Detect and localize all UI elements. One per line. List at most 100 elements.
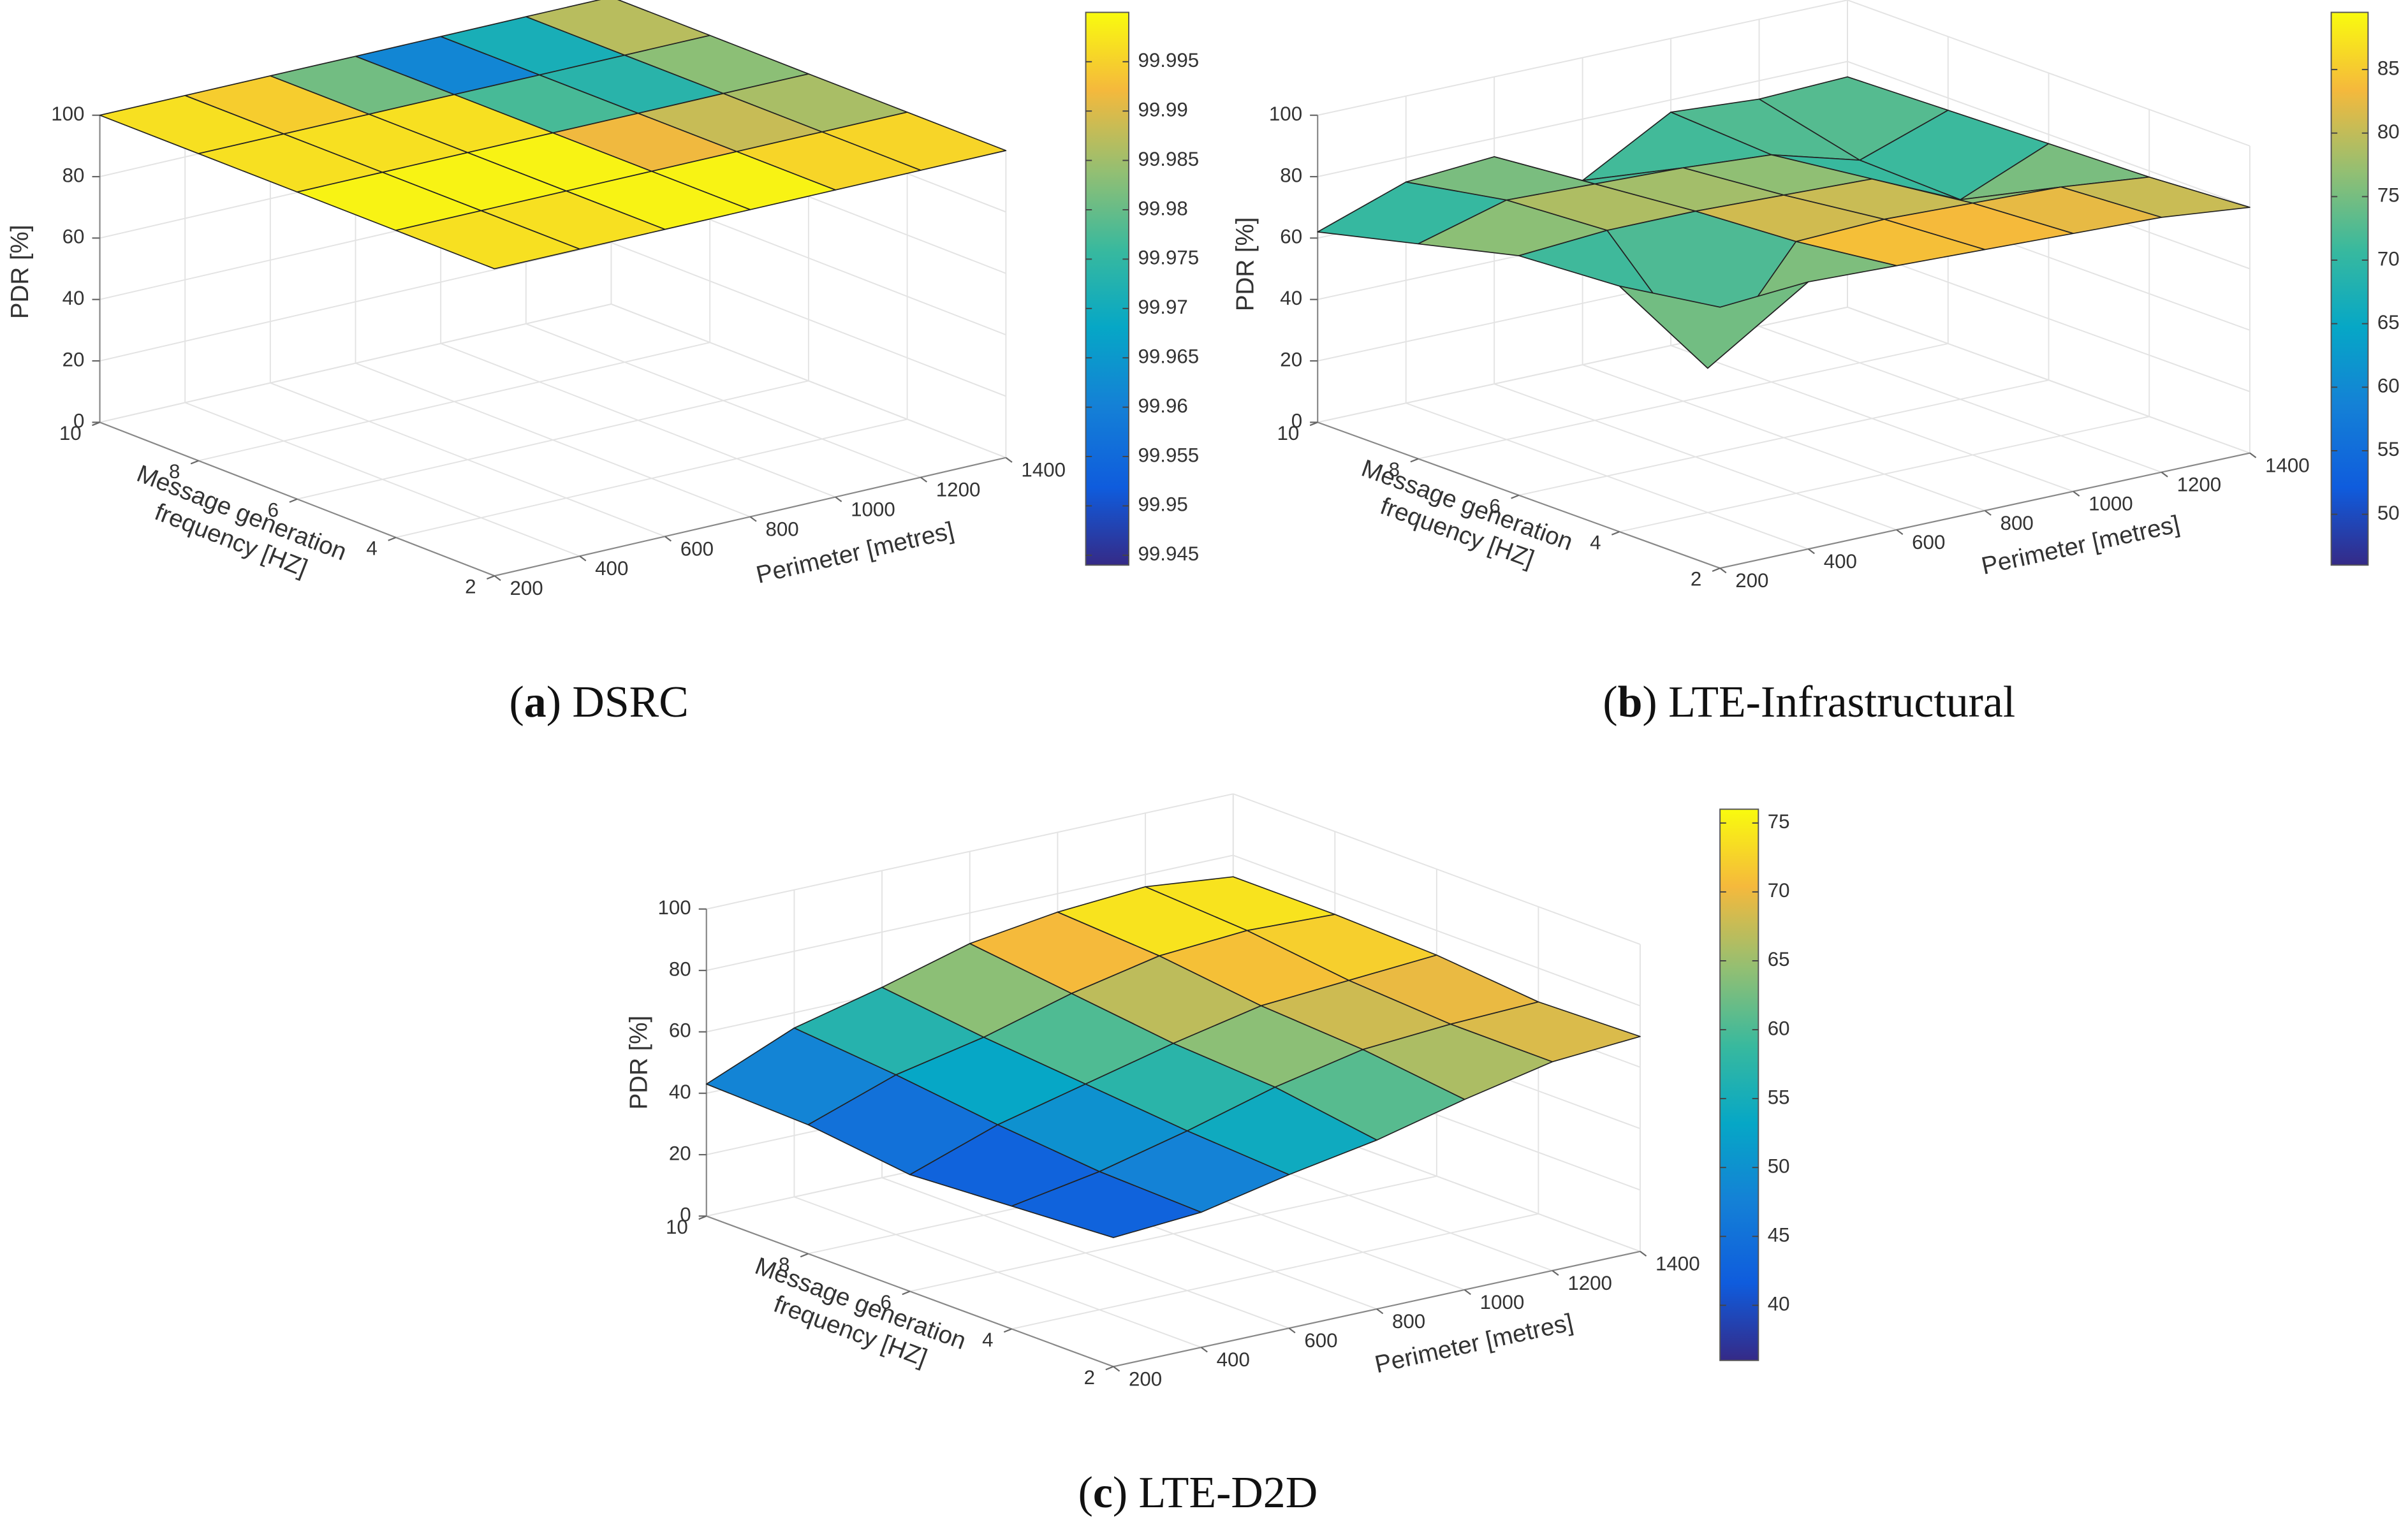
tick-mark [1005,457,1013,463]
z-tick-label: 80 [62,164,85,186]
x-tick-label: 800 [2001,512,2034,534]
colorbar-tick-label: 70 [1768,879,1790,902]
colorbar-tick-label: 99.995 [1138,49,1199,71]
y-tick-label: 8 [779,1253,789,1276]
z-axis-label: PDR [%] [625,1016,652,1110]
tick-mark [902,1290,911,1296]
tick-mark [1640,1250,1647,1257]
colorbar-tick-label: 55 [2377,438,2400,460]
grid-line [1317,306,1848,423]
grid-line [1418,343,1948,460]
grid-line [1317,0,1848,116]
grid-line [99,242,612,362]
y-tick-label: 4 [982,1329,993,1351]
colorbar-tick-label: 99.975 [1138,247,1199,269]
tick-mark [1003,1328,1012,1333]
grid-line [1847,306,2250,454]
z-tick-label: 0 [680,1204,691,1226]
colorbar-tick-label: 99.96 [1138,395,1187,417]
grid-line [706,793,1233,910]
tick-mark [920,476,927,483]
caption-part: ) LTE-Infrastructural [1642,678,2015,727]
tick-mark [2161,471,2168,478]
tick-mark [2249,452,2257,458]
surface-patch [1011,1171,1202,1238]
grid-line [611,303,1006,458]
z-tick-label: 60 [62,226,85,248]
y-axis-label: Message generationfrequency [HZ] [1348,455,1576,583]
grid-line [611,242,1006,397]
panel: 2004006008001000120014002468100204060801… [625,793,1790,1517]
z-tick-label: 40 [669,1081,691,1103]
z-tick-label: 0 [73,410,84,432]
colorbar-tick-label: 99.985 [1138,148,1199,170]
x-tick-label: 400 [1824,550,1857,573]
colorbar-tick-label: 70 [2377,247,2400,270]
caption: (a) DSRC [510,678,689,727]
z-tick-label: 60 [1280,226,1302,248]
caption-part: ( [1603,678,1617,727]
z-tick-label: 20 [62,348,85,370]
tick-mark [486,575,495,580]
y-tick-label: 6 [881,1291,892,1313]
colorbar-tick-label: 45 [1768,1224,1790,1246]
x-tick-label: 1400 [1656,1253,1700,1275]
x-tick-label: 1200 [2177,474,2222,496]
tick-mark [2073,490,2080,497]
colorbar-tick-label: 50 [2377,502,2400,524]
tick-mark [835,496,842,502]
z-tick-label: 100 [657,896,691,919]
tick-mark [1896,529,1904,536]
caption-part: ) DSRC [547,678,689,727]
x-tick-label: 1200 [936,479,981,501]
y-tick-label: 4 [1590,531,1601,553]
colorbar-tick-label: 65 [1768,948,1790,970]
y-tick-label: 10 [1277,422,1299,444]
grid-line [706,854,1233,972]
x-tick-label: 200 [1129,1368,1162,1390]
colorbar [1085,11,1129,566]
colorbar-tick-label: 99.97 [1138,296,1187,318]
tick-mark [1376,1308,1384,1315]
colorbar-tick-label: 99.99 [1138,98,1187,121]
x-tick-label: 600 [1304,1329,1337,1352]
z-axis-label: PDR [%] [6,225,34,319]
x-tick-label: 600 [680,537,714,560]
tick-mark [289,498,298,503]
colorbar-tick-label: 75 [2377,184,2400,207]
tick-mark [1113,1366,1120,1372]
colorbar-tick-label: 99.965 [1138,345,1199,367]
tick-mark [579,555,587,562]
axis-line [1317,421,1721,569]
tick-mark [1511,494,1520,499]
x-tick-label: 200 [510,577,543,599]
panel: 2004006008001000120014002468100204060801… [1232,0,2400,727]
x-tick-label: 1400 [1021,459,1066,481]
caption: (b) LTE-Infrastructural [1603,678,2015,727]
x-tick-label: 200 [1735,569,1768,592]
tick-mark [1984,509,1992,516]
grid-line [1847,245,2250,393]
y-tick-label: 10 [666,1216,688,1238]
tick-mark [1464,1289,1471,1296]
grid-line [1233,793,1641,946]
grid-line [198,342,710,462]
y-tick-label: 8 [1389,458,1400,481]
tick-mark [1288,1327,1296,1334]
caption-part: b [1618,678,1643,727]
y-tick-label: 8 [169,460,180,483]
caption-part: a [524,678,547,727]
y-tick-label: 2 [1691,568,1701,590]
tick-mark [1712,567,1721,572]
colorbar-tick-label: 75 [1768,810,1790,833]
tick-mark [1719,567,1727,574]
z-tick-label: 100 [1269,103,1302,125]
x-tick-label: 1200 [1567,1272,1612,1294]
grid-line [1619,416,2150,532]
tick-mark [1410,458,1419,463]
y-tick-label: 6 [1489,495,1500,517]
z-tick-label: 20 [1280,348,1302,370]
z-axis-label: PDR [%] [1232,217,1259,311]
z-tick-label: 60 [669,1019,691,1042]
